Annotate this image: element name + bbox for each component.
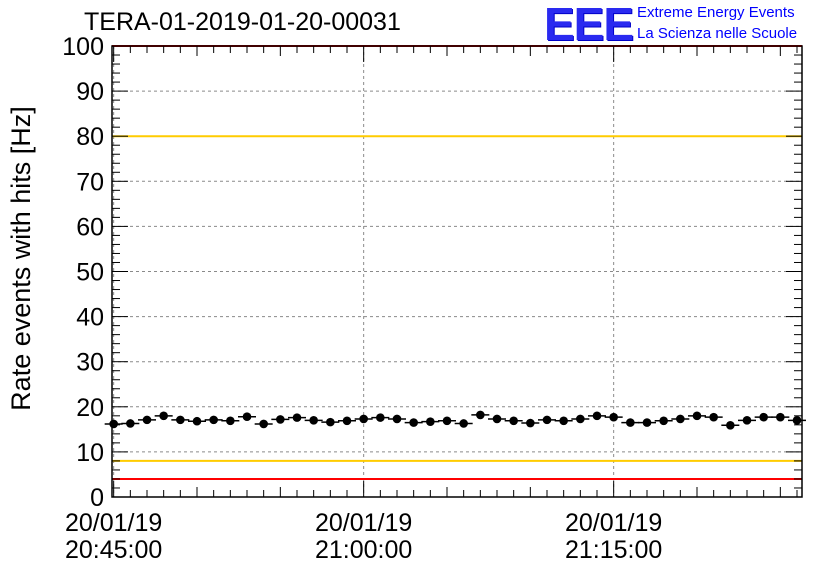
data-point bbox=[609, 412, 618, 422]
data-point bbox=[426, 417, 435, 426]
data-point bbox=[276, 415, 285, 424]
data-point bbox=[776, 412, 785, 422]
y-tick-label: 0 bbox=[90, 484, 104, 512]
data-point bbox=[542, 415, 552, 425]
data-point bbox=[759, 412, 768, 422]
data-point bbox=[659, 416, 668, 426]
y-tick-label: 80 bbox=[76, 123, 104, 151]
x-tick-label-date: 20/01/19 bbox=[315, 509, 412, 537]
y-tick-label: 90 bbox=[76, 78, 104, 106]
data-point bbox=[642, 418, 652, 427]
data-point bbox=[309, 416, 318, 425]
data-point bbox=[242, 412, 252, 422]
x-tick-label-date: 20/01/19 bbox=[65, 509, 162, 537]
y-tick-label: 20 bbox=[76, 394, 104, 422]
y-tick-label: 50 bbox=[76, 259, 104, 287]
data-point bbox=[126, 419, 135, 428]
y-tick-label: 60 bbox=[76, 213, 104, 241]
data-point bbox=[326, 417, 335, 427]
logo-subtitle-line1: Extreme Energy Events bbox=[637, 4, 795, 21]
data-point bbox=[209, 415, 218, 425]
x-tick-label-time: 20:45:00 bbox=[65, 536, 162, 564]
data-point bbox=[259, 419, 268, 429]
data-point bbox=[442, 416, 452, 426]
y-tick-label: 70 bbox=[76, 168, 104, 196]
data-point bbox=[159, 411, 168, 421]
data-point bbox=[576, 414, 585, 424]
data-point bbox=[592, 411, 602, 421]
data-point bbox=[459, 419, 468, 428]
y-axis-label: Rate events with hits [Hz] bbox=[6, 106, 36, 411]
data-point bbox=[192, 416, 202, 426]
data-point bbox=[376, 413, 385, 422]
y-tick-label: 40 bbox=[76, 304, 104, 332]
data-point bbox=[492, 414, 502, 424]
eee-logo: EEE bbox=[544, 0, 634, 50]
data-point bbox=[176, 415, 185, 425]
data-point bbox=[142, 415, 152, 425]
data-point bbox=[359, 414, 368, 424]
data-point bbox=[726, 420, 735, 430]
chart-title: TERA-01-2019-01-20-00031 bbox=[84, 8, 401, 36]
y-tick-label: 100 bbox=[62, 33, 104, 61]
x-tick-label-time: 21:00:00 bbox=[315, 536, 412, 564]
data-point bbox=[526, 418, 535, 428]
data-point bbox=[692, 411, 702, 421]
y-tick-label: 10 bbox=[76, 439, 104, 467]
logo-subtitle-line2: La Scienza nelle Scuole bbox=[637, 25, 798, 42]
data-point bbox=[226, 416, 235, 426]
x-tick-label-time: 21:15:00 bbox=[565, 536, 662, 564]
data-point bbox=[742, 416, 752, 425]
data-point bbox=[676, 414, 685, 424]
x-tick-label-date: 20/01/19 bbox=[565, 509, 662, 537]
data-point bbox=[342, 416, 352, 426]
data-point bbox=[292, 413, 302, 422]
data-point bbox=[626, 418, 635, 427]
data-point bbox=[476, 410, 485, 420]
data-point bbox=[409, 418, 418, 427]
data-point bbox=[509, 416, 518, 426]
data-point bbox=[109, 419, 118, 429]
data-point bbox=[792, 416, 802, 425]
data-point bbox=[392, 414, 402, 424]
y-tick-label: 30 bbox=[76, 349, 104, 377]
data-point bbox=[709, 412, 718, 422]
data-point bbox=[559, 416, 568, 426]
